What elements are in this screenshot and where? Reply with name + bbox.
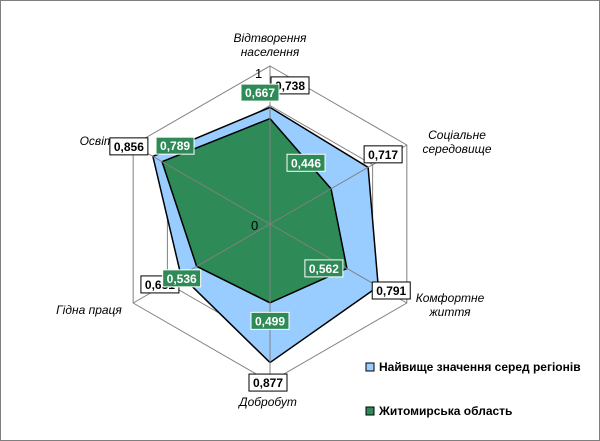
data-label-2-4: 0,499 — [255, 314, 285, 328]
tick-label-max: 1 — [255, 66, 262, 81]
axis-spoke-6 — [132, 144, 271, 225]
data-label-box-2-4 — [250, 311, 290, 330]
data-label-1-6: 0,856 — [114, 140, 144, 154]
legend-swatch-1 — [365, 362, 375, 372]
axis-label-5: Гідна праця — [56, 303, 122, 317]
data-label-2-1: 0,667 — [245, 86, 275, 100]
axis-label-2-line-2: середовище — [422, 142, 491, 156]
legend-swatch-2 — [365, 406, 375, 416]
data-label-2-3: 0,562 — [309, 262, 339, 276]
data-label-1-3: 0,791 — [376, 284, 406, 298]
axis-label-4: Добробут — [237, 395, 297, 409]
axis-label-1-line-1: Відтворення — [234, 31, 308, 45]
axis-label-1-line-2: населення — [241, 45, 300, 59]
legend-label-2: Житомирська область — [378, 404, 512, 418]
data-label-box-2-1 — [240, 83, 280, 102]
axis-label-3-line-2: життя — [428, 305, 471, 319]
data-label-box-2-5 — [162, 269, 202, 288]
data-label-2-6: 0,789 — [160, 139, 190, 153]
axis-label-3-line-1: Комфортне — [416, 291, 485, 305]
data-label-box-1-2 — [363, 145, 403, 164]
data-label-box-2-3 — [304, 259, 344, 278]
data-label-box-2-2 — [286, 153, 326, 172]
axis-label-2-line-1: Соціальне — [428, 128, 486, 142]
data-label-box-1-6 — [109, 137, 149, 156]
data-label-1-2: 0,717 — [368, 148, 398, 162]
data-label-1-4: 0,877 — [253, 376, 283, 390]
data-label-box-2-6 — [155, 136, 195, 155]
data-label-box-1-4 — [248, 373, 288, 392]
data-label-1-1: 0,738 — [275, 79, 305, 93]
data-label-2-5: 0,536 — [167, 272, 197, 286]
legend-label-1: Найвище значення серед регіонів — [379, 360, 581, 374]
tick-label-min: 0 — [251, 218, 258, 233]
data-label-2-2: 0,446 — [291, 156, 321, 170]
data-label-box-1-3 — [371, 281, 411, 300]
